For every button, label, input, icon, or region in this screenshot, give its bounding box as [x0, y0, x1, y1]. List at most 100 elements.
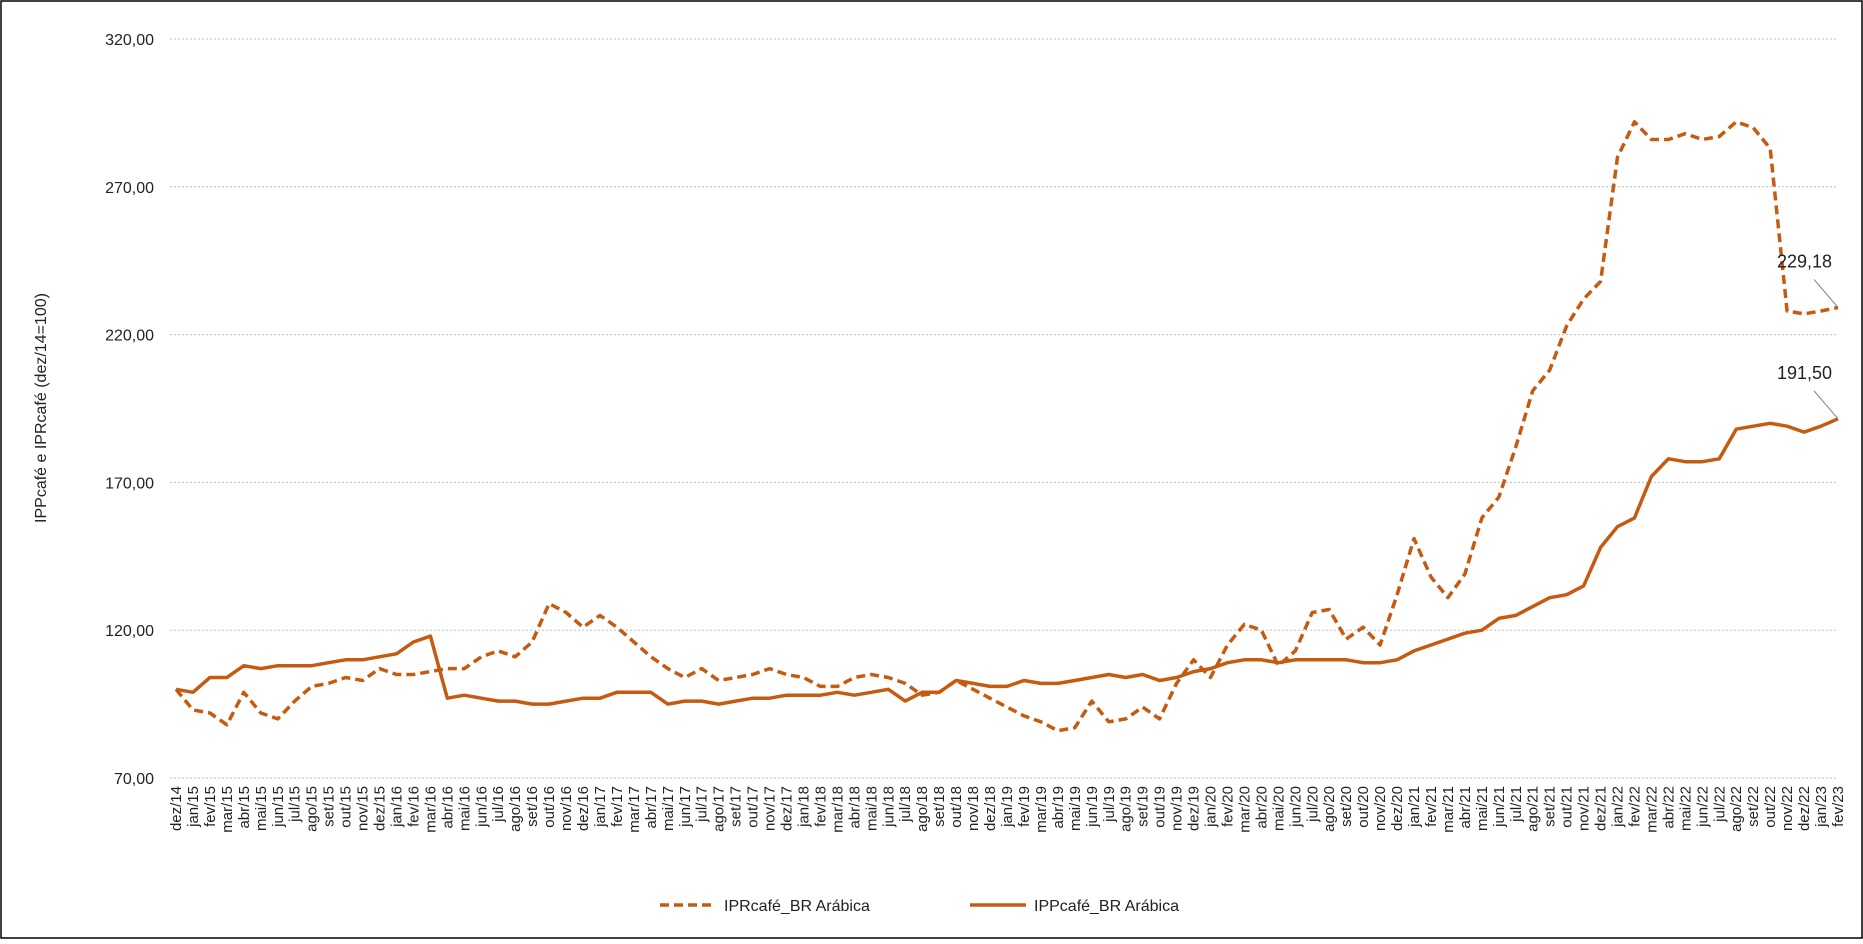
x-tick-label: nov/18: [965, 786, 982, 831]
x-tick-label: jun/20: [1287, 786, 1304, 828]
x-tick-label: mai/18: [863, 786, 880, 831]
x-tick-label: ago/20: [1321, 786, 1338, 832]
x-tick-label: fev/21: [1423, 786, 1440, 827]
x-tick-label: nov/17: [762, 786, 779, 831]
x-tick-label: nov/19: [1169, 786, 1186, 831]
x-tick-label: set/15: [321, 786, 338, 827]
data-line: [175, 417, 1839, 706]
y-tick-label: 220,00: [105, 328, 154, 345]
y-tick-label: 120,00: [105, 623, 154, 640]
x-tick-label: ago/18: [914, 786, 931, 832]
x-tick-label: ago/17: [711, 786, 728, 832]
x-tick-label: fev/17: [609, 786, 626, 827]
y-tick-label: 320,00: [105, 32, 154, 49]
legend-label: IPPcafé_BR Arábica: [1034, 898, 1179, 915]
x-tick-label: nov/20: [1372, 786, 1389, 831]
x-tick-label: jun/22: [1694, 786, 1711, 828]
x-tick-label: dez/14: [168, 786, 185, 831]
x-tick-label: abr/15: [236, 786, 253, 829]
x-tick-label: jan/15: [185, 786, 202, 828]
x-tick-label: abr/18: [846, 786, 863, 829]
x-tick-label: jan/23: [1813, 786, 1830, 828]
x-tick-label: jul/16: [490, 786, 507, 823]
x-tick-label: mar/21: [1440, 786, 1457, 833]
x-tick-label: mar/16: [422, 786, 439, 833]
x-tick-label: out/18: [948, 786, 965, 828]
x-tick-label: abr/16: [439, 786, 456, 829]
x-tick-label: jan/19: [999, 786, 1016, 828]
x-tick-label: fev/19: [1016, 786, 1033, 827]
y-tick-label: 270,00: [105, 180, 154, 197]
x-tick-label: jun/18: [880, 786, 897, 828]
x-tick-label: mai/17: [660, 786, 677, 831]
x-tick-label: fev/18: [812, 786, 829, 827]
x-tick-label: dez/19: [1186, 786, 1203, 831]
x-tick-label: ago/22: [1728, 786, 1745, 832]
x-tick-label: nov/22: [1779, 786, 1796, 831]
x-tick-label: out/15: [338, 786, 355, 828]
x-tick-label: dez/16: [575, 786, 592, 831]
x-tick-label: set/20: [1338, 786, 1355, 827]
x-tick-label: mar/18: [829, 786, 846, 833]
data-label: 191,50: [1777, 363, 1832, 383]
x-tick-label: jul/15: [287, 786, 304, 823]
x-tick-label: abr/19: [1050, 786, 1067, 829]
x-tick-label: mai/16: [456, 786, 473, 831]
x-tick-label: dez/15: [372, 786, 389, 831]
x-tick-label: ago/21: [1525, 786, 1542, 832]
x-tick-label: fev/23: [1830, 786, 1847, 827]
x-tick-label: mar/19: [1033, 786, 1050, 833]
label-leader: [1813, 390, 1839, 420]
x-tick-label: ago/15: [304, 786, 321, 832]
x-tick-label: jan/22: [1610, 786, 1627, 828]
x-tick-label: fev/22: [1626, 786, 1643, 827]
x-tick-label: jun/21: [1491, 786, 1508, 828]
x-tick-label: mai/20: [1270, 786, 1287, 831]
y-tick-label: 170,00: [105, 475, 154, 492]
x-tick-label: jan/21: [1406, 786, 1423, 828]
x-tick-label: out/21: [1559, 786, 1576, 828]
x-tick-label: dez/21: [1593, 786, 1610, 831]
x-tick-label: jan/18: [795, 786, 812, 828]
x-tick-label: fev/16: [405, 786, 422, 827]
x-tick-label: out/17: [745, 786, 762, 828]
x-tick-label: mar/20: [1236, 786, 1253, 833]
x-tick-label: jun/19: [1084, 786, 1101, 828]
x-tick-label: dez/17: [779, 786, 796, 831]
x-tick-label: jul/22: [1711, 786, 1728, 823]
x-tick-label: out/16: [541, 786, 558, 828]
data-line: [174, 120, 1839, 733]
x-tick-label: mai/19: [1067, 786, 1084, 831]
x-tick-label: set/16: [524, 786, 541, 827]
x-tick-label: out/19: [1152, 786, 1169, 828]
x-tick-label: set/22: [1745, 786, 1762, 827]
x-tick-label: jan/17: [592, 786, 609, 828]
x-tick-label: jan/20: [1203, 786, 1220, 828]
label-leader: [1813, 279, 1839, 308]
x-tick-label: mar/15: [219, 786, 236, 833]
x-tick-label: set/17: [728, 786, 745, 827]
x-tick-label: set/18: [931, 786, 948, 827]
x-tick-label: nov/15: [355, 786, 372, 831]
x-tick-label: abr/21: [1457, 786, 1474, 829]
x-tick-label: ago/19: [1118, 786, 1135, 832]
x-tick-label: jun/17: [677, 786, 694, 828]
x-tick-label: jul/18: [897, 786, 914, 823]
x-tick-label: nov/21: [1576, 786, 1593, 831]
x-tick-label: jul/20: [1304, 786, 1321, 823]
x-tick-label: abr/17: [643, 786, 660, 829]
x-tick-label: nov/16: [558, 786, 575, 831]
x-tick-label: mai/22: [1677, 786, 1694, 831]
x-tick-label: set/19: [1135, 786, 1152, 827]
x-tick-label: abr/20: [1253, 786, 1270, 829]
x-tick-label: jun/16: [473, 786, 490, 828]
x-tick-label: jun/15: [270, 786, 287, 828]
x-tick-label: jul/19: [1101, 786, 1118, 823]
x-tick-label: mar/22: [1643, 786, 1660, 833]
y-tick-label: 70,00: [114, 771, 154, 788]
legend-label: IPRcafé_BR Arábica: [724, 898, 870, 915]
x-tick-label: dez/20: [1389, 786, 1406, 831]
data-label: 229,18: [1777, 251, 1832, 271]
